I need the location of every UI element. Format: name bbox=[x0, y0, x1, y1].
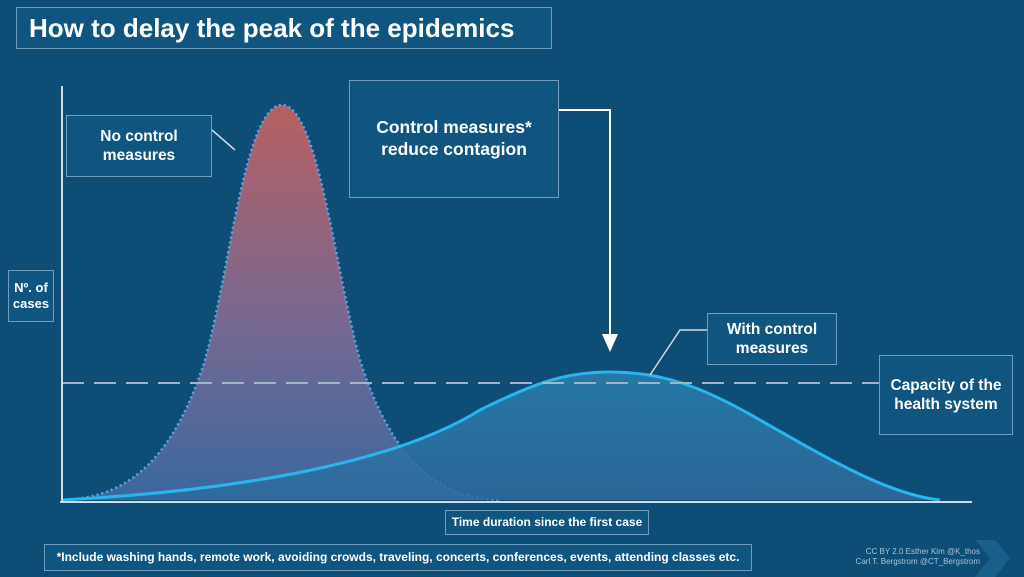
no-control-label: No control measures bbox=[66, 115, 212, 177]
credits-line-1: CC BY 2.0 Esther Kim @K_thos bbox=[865, 547, 980, 556]
with-control-curve-fill bbox=[62, 372, 940, 500]
no-control-curve-fill bbox=[62, 105, 500, 500]
no-control-curve-outline bbox=[61, 103, 501, 502]
y-axis-label: Nº. of cases bbox=[8, 270, 54, 322]
page-title: How to delay the peak of the epidemics bbox=[16, 7, 552, 49]
no-control-connector bbox=[211, 129, 236, 151]
logo-icon bbox=[975, 540, 1010, 577]
with-control-curve-line bbox=[61, 370, 941, 502]
with-control-connector bbox=[649, 329, 707, 376]
capacity-label: Capacity of the health system bbox=[879, 355, 1013, 435]
credits-line-2: Carl T. Bergstrom @CT_Bergstrom bbox=[855, 556, 980, 566]
control-arrow-head bbox=[602, 334, 618, 352]
credits: CC BY 2.0 Esther Kim @K_thos Carl T. Ber… bbox=[818, 547, 980, 566]
control-arrow-line bbox=[559, 109, 611, 340]
x-axis-label: Time duration since the first case bbox=[445, 510, 649, 535]
with-control-label: With control measures bbox=[707, 313, 837, 365]
footnote: *Include washing hands, remote work, avo… bbox=[44, 544, 752, 571]
control-measures-label: Control measures* reduce contagion bbox=[349, 80, 559, 198]
